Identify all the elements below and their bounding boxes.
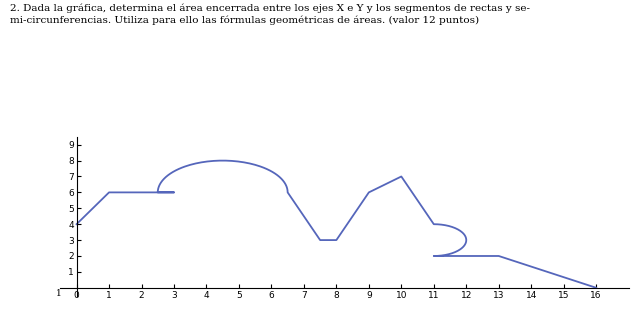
Text: 1: 1 bbox=[56, 289, 62, 298]
Text: 2. Dada la gráfica, determina el área encerrada entre los ejes X e Y y los segme: 2. Dada la gráfica, determina el área en… bbox=[10, 3, 530, 25]
